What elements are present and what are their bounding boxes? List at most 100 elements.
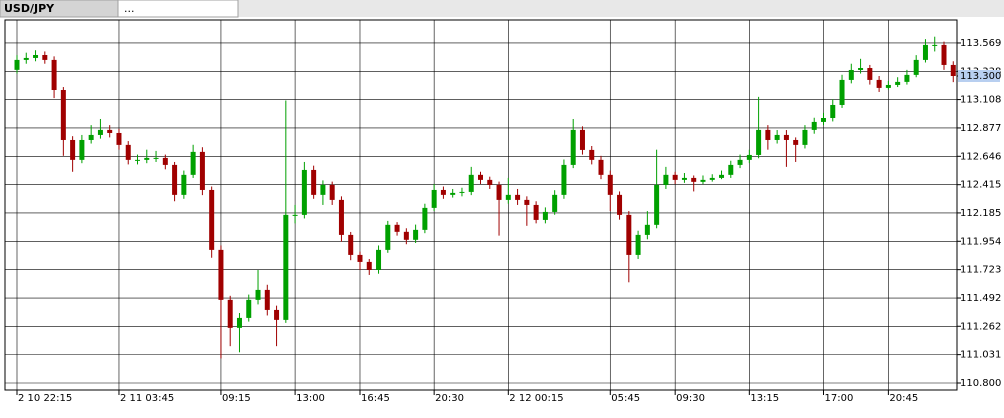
candle-body xyxy=(533,204,539,220)
candle-body xyxy=(23,57,29,60)
current-price-box xyxy=(958,69,1000,82)
candle-body xyxy=(950,64,956,76)
candle-body xyxy=(218,249,224,300)
x-tick-label: 16:45 xyxy=(361,393,390,404)
candle-body xyxy=(246,299,252,318)
candle-body xyxy=(135,159,141,161)
candle-body xyxy=(338,199,344,235)
candle-body xyxy=(79,139,85,160)
candle-body xyxy=(709,177,715,180)
candle-body xyxy=(672,174,678,180)
tab[interactable] xyxy=(117,0,239,18)
candle-body xyxy=(125,144,131,160)
candle-body xyxy=(301,169,307,215)
candle-body xyxy=(524,199,530,205)
x-tick-label: 09:30 xyxy=(676,393,705,404)
candle-body xyxy=(737,159,743,165)
candle-body xyxy=(236,317,242,328)
x-tick-label: 17:00 xyxy=(824,393,853,404)
candle-body xyxy=(348,234,354,255)
candle-body xyxy=(728,164,734,175)
candle-body xyxy=(654,184,660,225)
candle-body xyxy=(839,79,845,105)
candle-body xyxy=(255,289,261,300)
candle-body xyxy=(746,154,752,160)
candle-body xyxy=(422,207,428,230)
y-tick-label: 111.492 xyxy=(960,293,1001,304)
candle-body xyxy=(607,174,613,195)
candle-body xyxy=(904,74,910,82)
y-tick-label: 110.800 xyxy=(960,378,1001,389)
y-tick-label: 112.185 xyxy=(960,208,1001,219)
candle-body xyxy=(199,151,205,190)
tab-label[interactable]: ... xyxy=(124,2,135,15)
y-tick-label: 111.723 xyxy=(960,265,1001,276)
candle-body xyxy=(691,177,697,182)
candle-body xyxy=(431,189,437,208)
candle-body xyxy=(394,224,400,232)
current-price-label: 113.300 xyxy=(960,71,1001,82)
x-tick-label: 05:45 xyxy=(611,393,640,404)
candle-body xyxy=(579,129,585,150)
candle-body xyxy=(60,89,66,140)
candle-body xyxy=(385,224,391,250)
x-tick-label: 2 10 22:15 xyxy=(18,393,72,404)
candle-body xyxy=(617,194,623,215)
candle-body xyxy=(42,54,48,60)
candle-body xyxy=(681,177,687,180)
candle-body xyxy=(515,194,521,200)
candle-body xyxy=(468,174,474,192)
candle-body xyxy=(33,54,39,58)
y-tick-label: 111.262 xyxy=(960,321,1001,332)
candle-body xyxy=(116,132,122,145)
candle-body xyxy=(376,249,382,270)
candle-body xyxy=(783,134,789,140)
candle-body xyxy=(895,81,901,85)
candle-body xyxy=(922,44,928,60)
candle-body xyxy=(802,129,808,145)
tab-bar xyxy=(0,0,1004,17)
candle-body xyxy=(274,309,280,320)
x-tick-label: 2 12 00:15 xyxy=(509,393,563,404)
y-tick-label: 111.954 xyxy=(960,236,1001,247)
candle-body xyxy=(190,151,196,175)
x-tick-label: 13:15 xyxy=(750,393,779,404)
y-tick-label: 112.415 xyxy=(960,180,1001,191)
candle-body xyxy=(366,261,372,270)
candle-body xyxy=(329,184,335,200)
candle-body xyxy=(264,289,270,310)
candle-body xyxy=(589,149,595,160)
candle-body xyxy=(793,139,799,145)
candle-body xyxy=(570,129,576,165)
candle-body xyxy=(635,234,641,255)
candle-body xyxy=(598,159,604,175)
candle-body xyxy=(542,211,548,220)
candle-body xyxy=(644,224,650,235)
x-tick-label: 20:45 xyxy=(889,393,918,404)
candle-body xyxy=(876,79,882,88)
candle-body xyxy=(663,174,669,185)
y-tick-label: 113.569 xyxy=(960,38,1001,49)
candle-body xyxy=(459,191,465,193)
tab-label[interactable]: USD/JPY xyxy=(4,2,55,15)
candle-body xyxy=(440,189,446,195)
candle-body xyxy=(487,179,493,185)
x-tick-label: 2 11 03:45 xyxy=(120,393,174,404)
candle-body xyxy=(107,129,113,133)
candle-body xyxy=(858,68,864,70)
candle-body xyxy=(413,229,419,240)
candle-body xyxy=(478,174,483,180)
candle-body xyxy=(626,214,632,255)
candle-body xyxy=(227,299,233,328)
x-tick-label: 13:00 xyxy=(296,393,325,404)
plot-frame xyxy=(4,19,958,391)
y-tick-label: 111.031 xyxy=(960,350,1001,361)
candle-body xyxy=(867,68,873,80)
candle-body xyxy=(505,194,511,200)
candle-body xyxy=(209,189,215,250)
candle-body xyxy=(311,169,317,195)
candle-body xyxy=(913,59,919,75)
candle-body xyxy=(357,254,363,262)
candle-body xyxy=(450,192,456,195)
candle-body xyxy=(153,157,159,159)
